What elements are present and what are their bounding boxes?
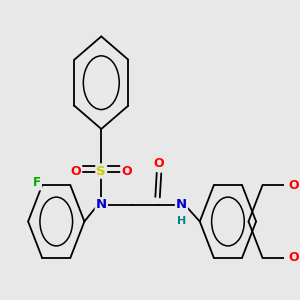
Text: N: N xyxy=(96,198,107,211)
Text: O: O xyxy=(121,164,132,178)
Text: O: O xyxy=(70,164,81,178)
Text: O: O xyxy=(288,251,299,264)
Text: F: F xyxy=(33,176,41,190)
Text: H: H xyxy=(177,216,186,226)
Text: O: O xyxy=(288,178,299,192)
Text: N: N xyxy=(176,198,187,211)
Text: O: O xyxy=(154,158,164,170)
Text: S: S xyxy=(97,164,106,178)
